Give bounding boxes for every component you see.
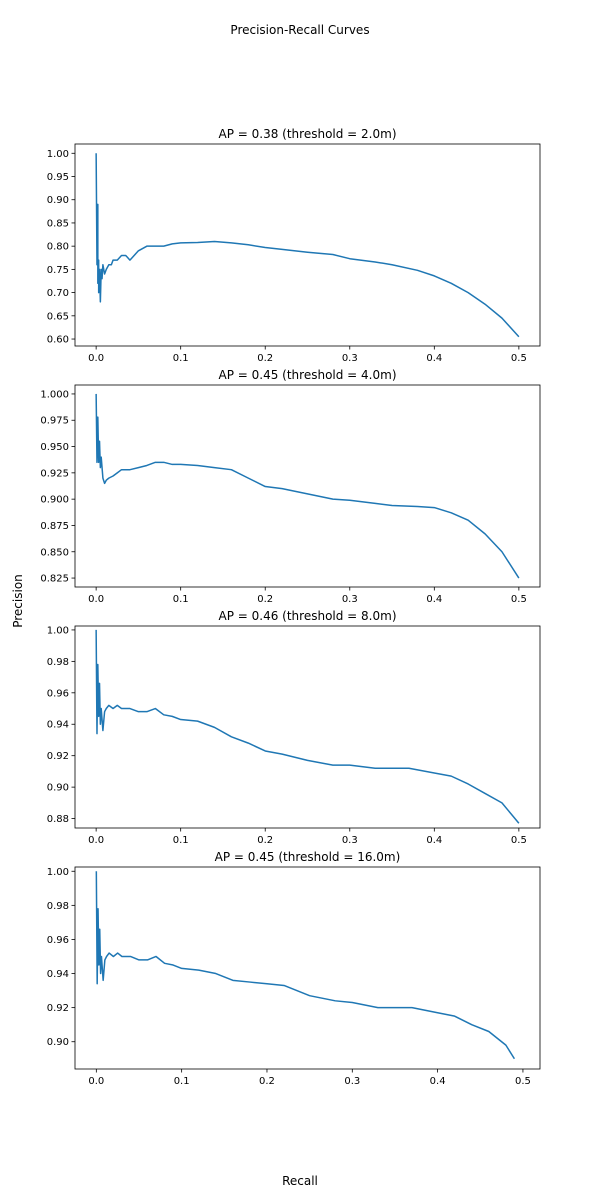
- x-tick-label: 0.2: [257, 594, 273, 605]
- subplot-title: AP = 0.45 (threshold = 4.0m): [219, 368, 397, 382]
- y-tick-label: 0.825: [40, 574, 69, 585]
- x-tick-label: 0.0: [88, 353, 104, 364]
- y-tick-label: 0.850: [40, 547, 69, 558]
- x-tick-label: 0.3: [344, 1076, 360, 1087]
- pr-curve-line: [95, 871, 516, 1060]
- y-tick-label: 0.96: [47, 935, 69, 946]
- x-tick-label: 0.5: [511, 835, 527, 846]
- subplot-3: AP = 0.46 (threshold = 8.0m) 0.0 0.1 0.2 0.3…: [47, 609, 541, 846]
- y-tick-label: 1.00: [47, 625, 69, 636]
- y-tick-label: 1.000: [40, 389, 69, 400]
- subplot-title: AP = 0.38 (threshold = 2.0m): [219, 127, 397, 141]
- y-tick-label: 0.98: [47, 657, 69, 668]
- x-tick-label: 0.2: [259, 1076, 275, 1087]
- pr-curve-line: [95, 393, 520, 579]
- x-tick-label: 0.1: [173, 594, 189, 605]
- plot-frame: [74, 143, 541, 347]
- plot-frame: [74, 866, 541, 1070]
- y-tick-label: 0.60: [47, 335, 69, 346]
- y-tick-label: 0.975: [40, 416, 69, 427]
- x-tick-label: 0.3: [342, 353, 358, 364]
- y-tick-label: 0.75: [47, 265, 69, 276]
- pr-curve-line: [95, 153, 520, 338]
- x-tick-label: 0.1: [173, 835, 189, 846]
- subplot-2: AP = 0.45 (threshold = 4.0m) 0.0 0.1 0.2 0.3…: [40, 368, 541, 605]
- figure-title: Precision-Recall Curves: [230, 23, 369, 37]
- x-tick-label: 0.0: [88, 1076, 104, 1087]
- x-tick-label: 0.4: [426, 594, 442, 605]
- y-tick-label: 0.70: [47, 288, 69, 299]
- y-tick-label: 0.94: [47, 969, 69, 980]
- y-tick-label: 0.875: [40, 521, 69, 532]
- subplot-4: AP = 0.45 (threshold = 16.0m) 0.0 0.1 0.2 0.…: [47, 850, 541, 1087]
- y-tick-label: 1.00: [47, 867, 69, 878]
- y-tick-label: 0.925: [40, 468, 69, 479]
- x-tick-label: 0.5: [511, 594, 527, 605]
- y-tick-label: 0.85: [47, 218, 69, 229]
- y-tick-label: 0.90: [47, 783, 69, 794]
- x-tick-label: 0.0: [88, 835, 104, 846]
- subplot-title: AP = 0.45 (threshold = 16.0m): [215, 850, 401, 864]
- y-tick-label: 0.98: [47, 901, 69, 912]
- x-tick-label: 0.4: [430, 1076, 446, 1087]
- y-tick-label: 0.94: [47, 720, 69, 731]
- x-tick-label: 0.5: [515, 1076, 531, 1087]
- x-axis-label: Recall: [282, 1174, 318, 1188]
- plot-frame: [74, 384, 541, 588]
- x-tick-label: 0.4: [426, 835, 442, 846]
- y-tick-label: 0.96: [47, 688, 69, 699]
- x-tick-label: 0.2: [257, 835, 273, 846]
- y-tick-label: 1.00: [47, 149, 69, 160]
- x-tick-label: 0.1: [174, 1076, 190, 1087]
- y-tick-label: 0.90: [47, 195, 69, 206]
- subplot-1: AP = 0.38 (threshold = 2.0m) 0.0 0.1 0.2 0.3…: [47, 127, 541, 364]
- x-tick-label: 0.3: [342, 594, 358, 605]
- subplots: AP = 0.38 (threshold = 2.0m) 0.0 0.1 0.2 0.3…: [40, 127, 541, 1087]
- x-tick-label: 0.0: [88, 594, 104, 605]
- y-axis-label: Precision: [11, 574, 25, 628]
- x-tick-label: 0.4: [426, 353, 442, 364]
- y-tick-label: 0.88: [47, 814, 69, 825]
- plot-frame: [74, 625, 541, 829]
- x-tick-label: 0.5: [511, 353, 527, 364]
- x-tick-label: 0.2: [257, 353, 273, 364]
- y-tick-label: 0.92: [47, 1003, 69, 1014]
- y-tick-label: 0.900: [40, 495, 69, 506]
- y-tick-label: 0.950: [40, 442, 69, 453]
- y-tick-label: 0.92: [47, 751, 69, 762]
- x-tick-label: 0.1: [173, 353, 189, 364]
- pr-curve-line: [95, 629, 520, 824]
- x-tick-label: 0.3: [342, 835, 358, 846]
- y-tick-label: 0.80: [47, 242, 69, 253]
- y-tick-label: 0.90: [47, 1037, 69, 1048]
- y-tick-label: 0.65: [47, 311, 69, 322]
- y-tick-label: 0.95: [47, 172, 69, 183]
- subplot-title: AP = 0.46 (threshold = 8.0m): [219, 609, 397, 623]
